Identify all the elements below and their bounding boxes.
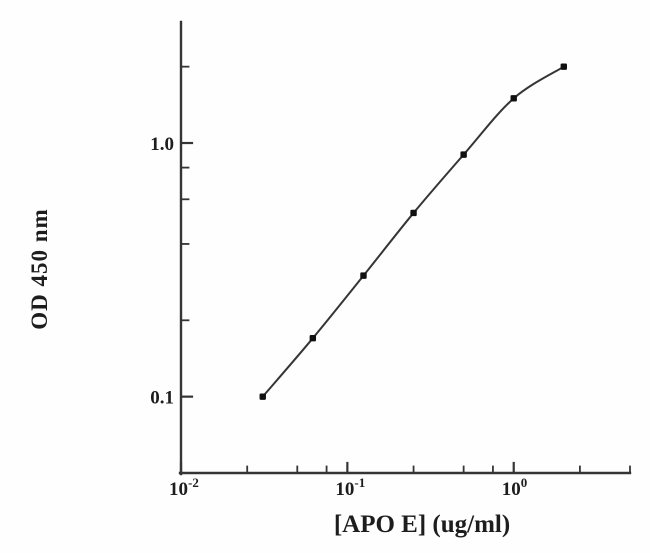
data-point-marker [410,209,417,217]
data-point-marker [309,334,317,342]
x-tick-label: 10-1 [335,475,365,500]
data-point-marker [259,393,266,400]
x-tick-label: 100 [502,475,527,500]
y-axis-label: OD 450 nm [27,208,52,330]
x-axis-label: [APO E] (ug/ml) [333,511,511,538]
y-tick-label: 0.1 [150,388,174,409]
data-point-marker [510,95,517,102]
data-point-marker [360,272,367,279]
data-point-marker [460,151,467,158]
y-tick-label: 1.0 [150,134,174,155]
data-point-marker [560,63,567,70]
x-tick-label: 10-2 [169,475,199,500]
data-curve [261,65,565,398]
